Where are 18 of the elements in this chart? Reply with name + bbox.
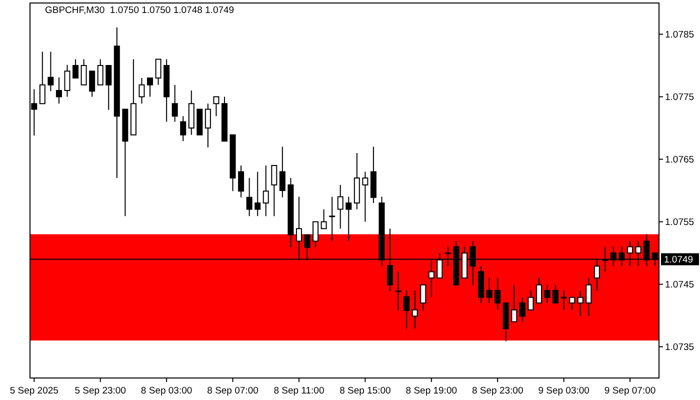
x-tick-label: 9 Sep 07:00 <box>604 386 656 397</box>
y-tick-label: 1.0755 <box>665 217 694 228</box>
x-tick-label: 8 Sep 03:00 <box>140 386 192 397</box>
y-tick-label: 1.0745 <box>665 280 694 291</box>
x-tick-label: 5 Sep 23:00 <box>74 386 126 397</box>
y-tick-label: 1.0735 <box>665 342 694 354</box>
x-tick-label: 8 Sep 23:00 <box>472 386 524 397</box>
x-tick-label: 8 Sep 15:00 <box>340 386 391 397</box>
y-tick-label: 1.0785 <box>665 30 694 41</box>
x-tick-label: 5 Sep 2025 <box>10 386 58 397</box>
x-tick-label: 9 Sep 03:00 <box>538 386 590 397</box>
x-tick-label: 8 Sep 19:00 <box>406 386 458 397</box>
x-tick-label: 8 Sep 07:00 <box>207 386 258 397</box>
chart-title: GBPCHF,M30 1.0750 1.0750 1.0748 1.0749 <box>45 5 234 16</box>
ref-line-label: 1.0749 <box>664 254 694 266</box>
x-tick-label: 8 Sep 11:00 <box>274 386 324 397</box>
y-tick-label: 1.0765 <box>665 154 694 166</box>
y-tick-label: 1.0775 <box>665 92 694 104</box>
